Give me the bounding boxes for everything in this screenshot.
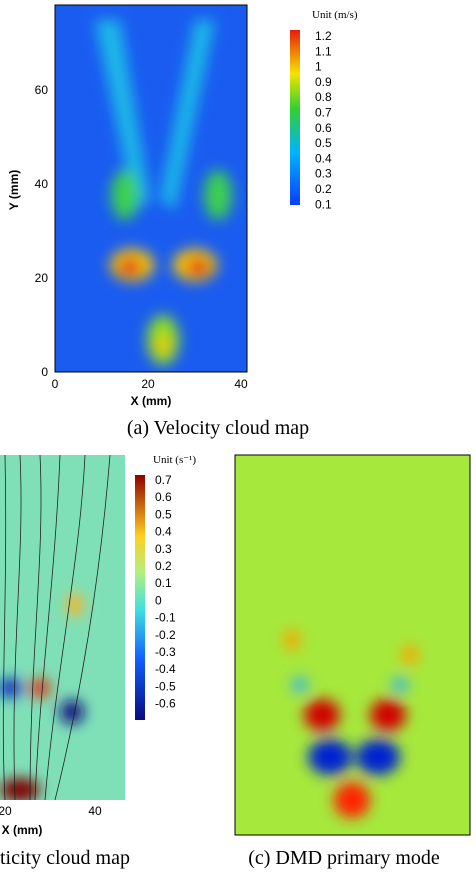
colorbar-label: -0.4 — [155, 662, 176, 676]
y-tick-label: 0 — [41, 365, 48, 379]
colorbar-label: 0.6 — [315, 121, 332, 135]
y-tick-label: 40 — [35, 177, 49, 191]
caption: ticity cloud map — [0, 847, 130, 869]
x-tick-label: 40 — [88, 804, 102, 818]
colorbar-label: -0.3 — [155, 645, 176, 659]
colorbar-label: 0.9 — [315, 75, 332, 89]
colorbar-unit: Unit (m/s) — [312, 9, 358, 21]
colorbar-label: -0.6 — [155, 697, 176, 711]
colorbar-label: 0.1 — [315, 197, 332, 211]
colorbar-label: 1.2 — [315, 29, 332, 43]
colorbar-label: 0.1 — [155, 576, 172, 590]
y-axis-label: Y (mm) — [7, 170, 21, 210]
colorbar-label: 0.5 — [155, 507, 172, 521]
colorbar-label: -0.2 — [155, 628, 176, 642]
caption: (c) DMD primary mode — [248, 847, 440, 869]
x-tick-label: 20 — [0, 804, 12, 818]
y-tick-label: 20 — [35, 271, 49, 285]
colorbar-label: 0 — [155, 593, 162, 607]
x-tick-label: 0 — [52, 377, 59, 391]
x-tick-label: 40 — [234, 377, 248, 391]
caption: (a) Velocity cloud map — [127, 417, 309, 439]
colorbar-label: 0.7 — [315, 106, 332, 120]
colorbar-label: 0.6 — [155, 490, 172, 504]
colorbar-label: 0.7 — [155, 473, 172, 487]
x-axis-label: X (mm) — [2, 823, 43, 837]
x-axis-label: X (mm) — [131, 394, 172, 408]
x-tick-label: 20 — [141, 377, 155, 391]
colorbar-label: 0.8 — [315, 90, 332, 104]
colorbar — [290, 30, 300, 205]
page: 0 20 40 0 20 40 60 X (mm) Y (mm) Unit (m/s) 1.21.1… — [0, 0, 476, 872]
y-tick-label: 60 — [35, 83, 49, 97]
colorbar-label: 1.1 — [315, 44, 332, 58]
colorbar-label: 0.3 — [155, 542, 172, 556]
vorticity-map — [0, 455, 125, 802]
colorbar-label: 0.2 — [315, 182, 332, 196]
figure: 0 20 40 0 20 40 60 X (mm) Y (mm) Unit (m/s) 1.21.1… — [0, 0, 476, 872]
colorbar-label: 0.3 — [315, 167, 332, 181]
colorbar-unit: Unit (s⁻¹) — [153, 454, 196, 466]
colorbar-label: -0.5 — [155, 679, 176, 693]
colorbar — [135, 475, 145, 720]
colorbar-label: 0.4 — [155, 525, 172, 539]
colorbar-label: -0.1 — [155, 611, 176, 625]
velocity-map — [55, 5, 247, 372]
dmd-map — [235, 455, 470, 835]
colorbar-label: 0.2 — [155, 559, 172, 573]
colorbar-label: 1 — [315, 60, 322, 74]
colorbar-label: 0.4 — [315, 151, 332, 165]
colorbar-label: 0.5 — [315, 136, 332, 150]
